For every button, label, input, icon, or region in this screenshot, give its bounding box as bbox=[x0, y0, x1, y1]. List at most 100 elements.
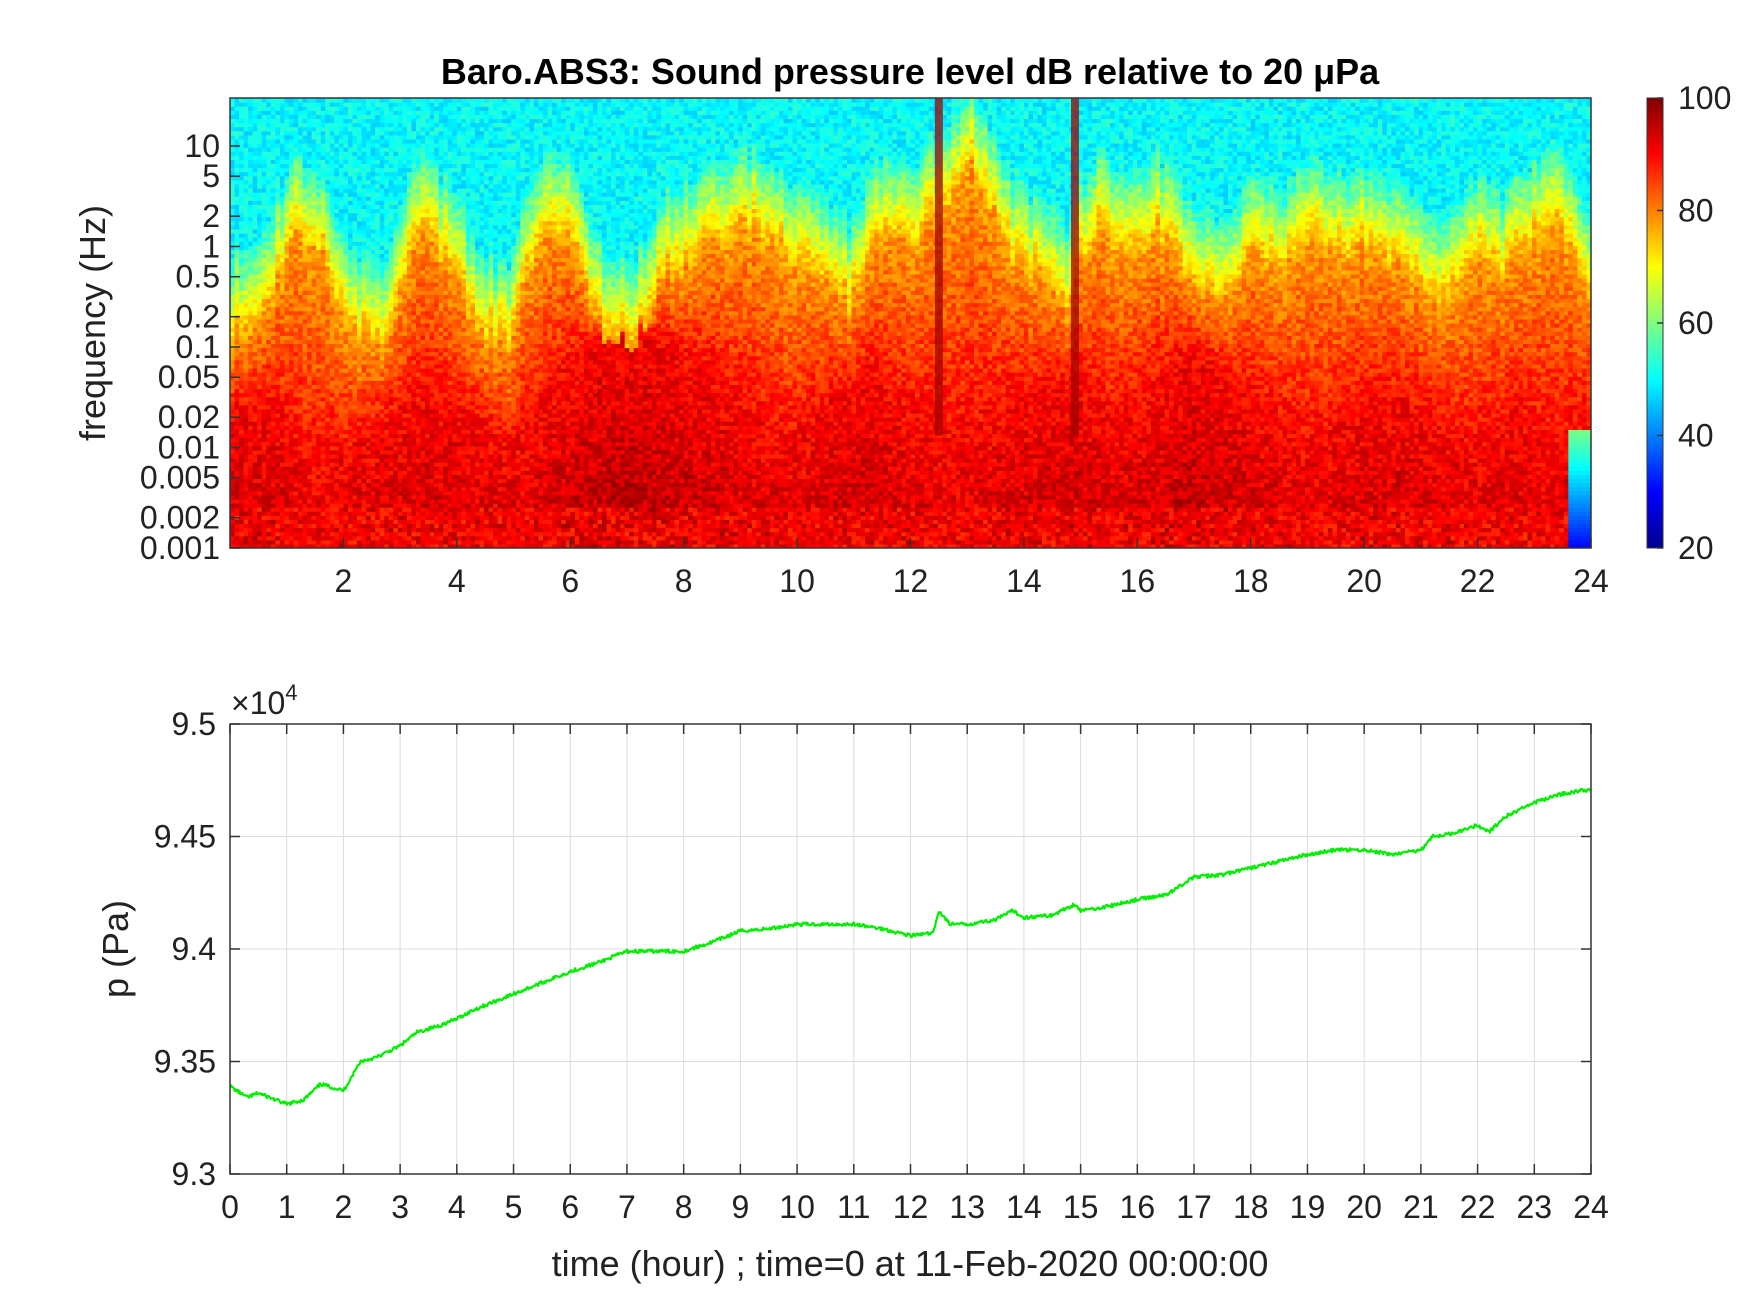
spectrogram-cell bbox=[420, 417, 426, 422]
spectrogram-cell bbox=[420, 478, 426, 484]
spectrogram-cell bbox=[316, 290, 322, 295]
spectrogram-cell bbox=[298, 523, 304, 529]
spectrogram-cell bbox=[234, 102, 240, 107]
spectrogram-cell bbox=[252, 327, 258, 332]
spectrogram-cell bbox=[388, 175, 394, 181]
spectrogram-cell bbox=[243, 310, 249, 316]
spectrogram-cell bbox=[234, 294, 240, 300]
spectrogram-cell bbox=[320, 212, 326, 218]
spectrogram-cell bbox=[406, 151, 413, 156]
spectrogram-cell bbox=[316, 408, 322, 414]
spectrogram-cell bbox=[361, 102, 367, 107]
spectrogram-cell bbox=[307, 327, 313, 332]
spectrogram-cell bbox=[325, 388, 331, 394]
spectrogram-cell bbox=[316, 417, 322, 422]
spectrogram-cell bbox=[243, 298, 249, 304]
spectrogram-cell bbox=[366, 110, 372, 115]
spectrogram-cell bbox=[329, 188, 335, 193]
spectrogram-cell bbox=[307, 147, 313, 152]
spectrogram-cell bbox=[393, 257, 399, 263]
spectrogram-cell bbox=[288, 314, 295, 320]
spectrogram-cell bbox=[234, 408, 240, 414]
spectrogram-cell bbox=[347, 122, 354, 128]
spectrogram-cell bbox=[261, 253, 267, 259]
spectrogram-cell bbox=[361, 273, 367, 279]
spectrogram-cell bbox=[338, 310, 345, 316]
spectrogram-cell bbox=[261, 237, 267, 242]
spectrogram-cell bbox=[338, 245, 345, 250]
spectrogram-cell bbox=[375, 155, 381, 160]
spectrogram-cell bbox=[411, 269, 417, 275]
spectrogram-cell bbox=[338, 425, 345, 430]
spectrogram-cell bbox=[261, 183, 267, 189]
spectrogram-cell bbox=[320, 306, 326, 312]
spectrogram-cell bbox=[406, 163, 413, 169]
spectrogram-cell bbox=[325, 216, 331, 222]
spectrogram-cell bbox=[406, 110, 413, 115]
spectrogram-cell bbox=[411, 400, 417, 406]
spectrogram-cell bbox=[334, 249, 340, 255]
spectrogram-cell bbox=[347, 515, 354, 520]
spectrogram-cell bbox=[375, 343, 381, 349]
spectrogram-cell bbox=[420, 253, 426, 259]
spectrogram-cell bbox=[275, 294, 281, 300]
spectrogram-cell bbox=[406, 253, 413, 259]
spectrogram-cell bbox=[347, 147, 354, 152]
spectrogram-cell bbox=[329, 515, 335, 520]
spectrogram-cell bbox=[275, 175, 281, 181]
spectrogram-cell bbox=[416, 122, 422, 128]
spectrogram-cell bbox=[361, 368, 367, 373]
spectrogram-cell bbox=[393, 519, 399, 525]
spectrogram-cell bbox=[325, 249, 331, 255]
spectrogram-cell bbox=[425, 507, 431, 512]
spectrogram-cell bbox=[307, 429, 313, 435]
spectrogram-cell bbox=[379, 241, 385, 246]
spectrogram-cell bbox=[284, 118, 290, 124]
spectrogram-cell bbox=[279, 531, 286, 537]
spectrogram-cell bbox=[329, 433, 335, 439]
spectrogram-cell bbox=[329, 318, 335, 324]
spectrogram-cell bbox=[420, 388, 426, 394]
spectrogram-cell bbox=[366, 527, 372, 533]
spectrogram-cell bbox=[343, 241, 349, 246]
spectrogram-cell bbox=[252, 102, 258, 107]
spectrogram-cell bbox=[234, 302, 240, 308]
spectrogram-cell bbox=[379, 183, 385, 189]
spectrogram-cell bbox=[316, 249, 322, 255]
spectrogram-cell bbox=[307, 494, 313, 500]
spectrogram-cell bbox=[261, 200, 267, 205]
spectrogram-cell bbox=[243, 466, 249, 471]
spectrogram-cell bbox=[416, 286, 422, 291]
spectrogram-cell bbox=[429, 433, 435, 439]
spectrogram-cell bbox=[257, 282, 263, 287]
spectrogram-cell bbox=[270, 102, 276, 107]
spectrogram-cell bbox=[352, 445, 358, 451]
spectrogram-cell bbox=[384, 147, 390, 152]
spectrogram-cell bbox=[307, 151, 313, 156]
spectrogram-cell bbox=[266, 175, 272, 181]
spectrogram-cell bbox=[279, 118, 286, 124]
spectrogram-cell bbox=[347, 441, 354, 447]
spectrogram-cell bbox=[416, 425, 422, 430]
spectrogram-cell bbox=[411, 114, 417, 120]
spectrogram-cell bbox=[352, 384, 358, 390]
spectrogram-cell bbox=[402, 196, 408, 201]
spectrogram-cell bbox=[307, 376, 313, 381]
spectrogram-cell bbox=[361, 392, 367, 398]
spectrogram-cell bbox=[270, 171, 276, 177]
spectrogram-cell bbox=[270, 441, 276, 447]
spectrogram-cell bbox=[402, 167, 408, 173]
spectrogram-cell bbox=[429, 543, 435, 548]
spectrogram-cell bbox=[279, 143, 286, 148]
spectrogram-cell bbox=[239, 171, 245, 177]
spectrogram-cell bbox=[284, 171, 290, 177]
spectrogram-cell bbox=[384, 114, 390, 120]
spectrogram-cell bbox=[429, 482, 435, 488]
spectrogram-cell bbox=[261, 265, 267, 271]
spectrogram-cell bbox=[270, 159, 276, 165]
spectrogram-cell bbox=[275, 163, 281, 169]
spectrogram-cell bbox=[307, 237, 313, 242]
spectrogram-cell bbox=[411, 237, 417, 242]
spectrogram-cell bbox=[311, 192, 317, 197]
spectrogram-cell bbox=[298, 290, 304, 295]
